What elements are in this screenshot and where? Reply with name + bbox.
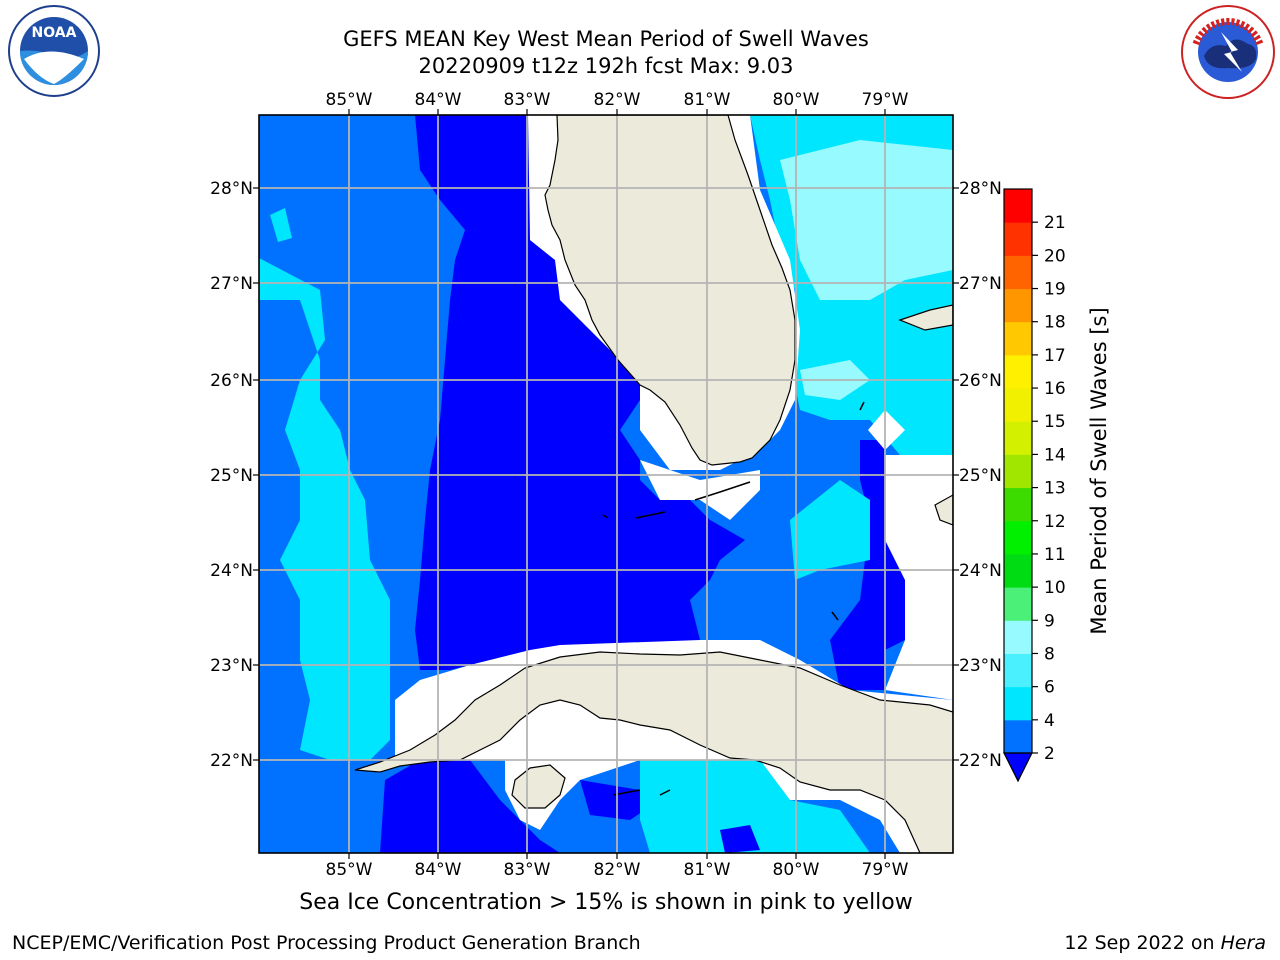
- colorbar-segment: [1004, 719, 1032, 754]
- field-cyan-south: [640, 760, 870, 853]
- colorbar: 2 4 6 8 9 10 11 12 13 14 15 16 17 18 19 20 21 Mean Period…: [1003, 188, 1111, 783]
- lon-label-bottom: 85°W: [326, 860, 373, 880]
- land-reefs: [612, 401, 865, 796]
- colorbar-segment: [1004, 587, 1032, 621]
- lat-label-left: 26°N: [210, 371, 253, 391]
- field-deepblue-se: [830, 440, 905, 690]
- field-deepblue-south-inner: [720, 825, 760, 853]
- sea-ice-note: Sea Ice Concentration > 15% is shown in …: [299, 890, 913, 915]
- lon-label-bottom: 82°W: [594, 860, 641, 880]
- field-cyan-east: [790, 480, 870, 580]
- colorbar-tick-label: 8: [1044, 644, 1055, 664]
- colorbar-segment: [1004, 321, 1032, 356]
- colorbar-segment: [1004, 255, 1032, 290]
- field-cyan-west: [259, 258, 390, 760]
- land-grand-bahama: [898, 304, 953, 331]
- lon-label-top: 82°W: [594, 90, 641, 110]
- lat-label-right: 22°N: [959, 751, 1002, 771]
- lat-label-left: 22°N: [210, 751, 253, 771]
- lat-label-left: 27°N: [210, 274, 253, 294]
- colorbar-tick-label: 18: [1044, 313, 1066, 333]
- colorbar-segment: [1004, 222, 1032, 256]
- swell-field: [259, 115, 953, 853]
- gridlines: [259, 115, 953, 853]
- lon-label-bottom: 83°W: [504, 860, 551, 880]
- colorbar-tick-label: 6: [1044, 678, 1055, 698]
- chart-title: GEFS MEAN Key West Mean Period of Swell …: [343, 27, 869, 51]
- colorbar-tick-label: 15: [1044, 412, 1066, 432]
- lon-label-top: 80°W: [773, 90, 820, 110]
- footer-date-text: 12 Sep 2022 on: [1064, 932, 1221, 954]
- lon-label-top: 79°W: [862, 90, 909, 110]
- lon-label-top: 84°W: [415, 90, 462, 110]
- lon-label-top: 85°W: [326, 90, 373, 110]
- colorbar-segment: [1004, 421, 1032, 455]
- lat-label-left: 23°N: [210, 656, 253, 676]
- colorbar-tick-label: 10: [1044, 578, 1066, 598]
- lon-label-bottom: 80°W: [773, 860, 820, 880]
- lat-label-right: 26°N: [959, 371, 1002, 391]
- land-andros: [934, 494, 953, 526]
- colorbar-segment: [1004, 520, 1032, 555]
- land-florida-keys: [602, 481, 751, 519]
- nws-logo-icon: [1181, 5, 1275, 99]
- land-isla-juventud: [511, 764, 566, 809]
- lon-label-bottom: 84°W: [415, 860, 462, 880]
- colorbar-segment: [1004, 388, 1032, 422]
- lat-label-left: 25°N: [210, 466, 253, 486]
- footer-date: 12 Sep 2022 on Hera: [1064, 932, 1266, 954]
- colorbar-tick-label: 17: [1044, 346, 1066, 366]
- lat-label-right: 25°N: [959, 466, 1002, 486]
- colorbar-tick-label: 16: [1044, 379, 1066, 399]
- lat-label-left: 28°N: [210, 179, 253, 199]
- chart-subtitle: 20220909 t12z 192h fcst Max: 9.03: [418, 54, 794, 78]
- axis-ticks: 85°W 85°W 84°W 84°W 83°W 83°W 82°W 82°W 81°W 81°W…: [210, 90, 1002, 880]
- colorbar-tick-label: 13: [1044, 479, 1066, 499]
- lat-label-right: 28°N: [959, 179, 1002, 199]
- missing-east: [885, 455, 953, 700]
- lon-label-bottom: 81°W: [684, 860, 731, 880]
- colorbar-frame: [1003, 188, 1033, 754]
- colorbar-tick-label: 20: [1044, 246, 1066, 266]
- noaa-logo-text: NOAA: [32, 25, 77, 41]
- field-deepblue-center: [415, 115, 745, 670]
- colorbar-segment: [1004, 686, 1032, 721]
- lat-label-right: 24°N: [959, 561, 1002, 581]
- colorbar-tick-label: 21: [1044, 213, 1066, 233]
- colorbar-segment: [1004, 454, 1032, 489]
- colorbar-segment: [1004, 620, 1032, 654]
- footer-branch: NCEP/EMC/Verification Post Processing Pr…: [12, 932, 641, 954]
- lon-label-bottom: 79°W: [862, 860, 909, 880]
- colorbar-tick-label: 2: [1044, 744, 1055, 764]
- field-deepblue-sw: [380, 760, 560, 853]
- colorbar-tick-label: 12: [1044, 512, 1066, 532]
- colorbar-under-triangle: [1003, 752, 1033, 783]
- missing-bahamas: [868, 410, 905, 450]
- land-florida: [544, 115, 796, 466]
- lon-label-top: 83°W: [504, 90, 551, 110]
- colorbar-tick-label: 14: [1044, 445, 1066, 465]
- colorbar-segment: [1004, 189, 1032, 223]
- colorbar-segment: [1004, 288, 1032, 323]
- lat-label-right: 23°N: [959, 656, 1002, 676]
- colorbar-segment: [1004, 653, 1032, 688]
- footer-host: Hera: [1220, 932, 1266, 954]
- colorbar-segment: [1004, 354, 1032, 389]
- lat-label-right: 27°N: [959, 274, 1002, 294]
- colorbar-segment: [1004, 487, 1032, 522]
- field-lightcyan-atlantic: [780, 140, 953, 300]
- noaa-logo-icon: NOAA: [8, 5, 100, 97]
- colorbar-tick-label: 9: [1044, 611, 1055, 631]
- colorbar-tick-label: 11: [1044, 545, 1066, 565]
- lon-label-top: 81°W: [684, 90, 731, 110]
- field-cyan-small: [270, 208, 292, 242]
- map-frame: [258, 114, 954, 854]
- lat-label-left: 24°N: [210, 561, 253, 581]
- colorbar-tick-label: 4: [1044, 711, 1055, 731]
- colorbar-label: Mean Period of Swell Waves [s]: [1087, 307, 1111, 634]
- colorbar-tick-label: 19: [1044, 280, 1066, 300]
- colorbar-segment: [1004, 553, 1032, 588]
